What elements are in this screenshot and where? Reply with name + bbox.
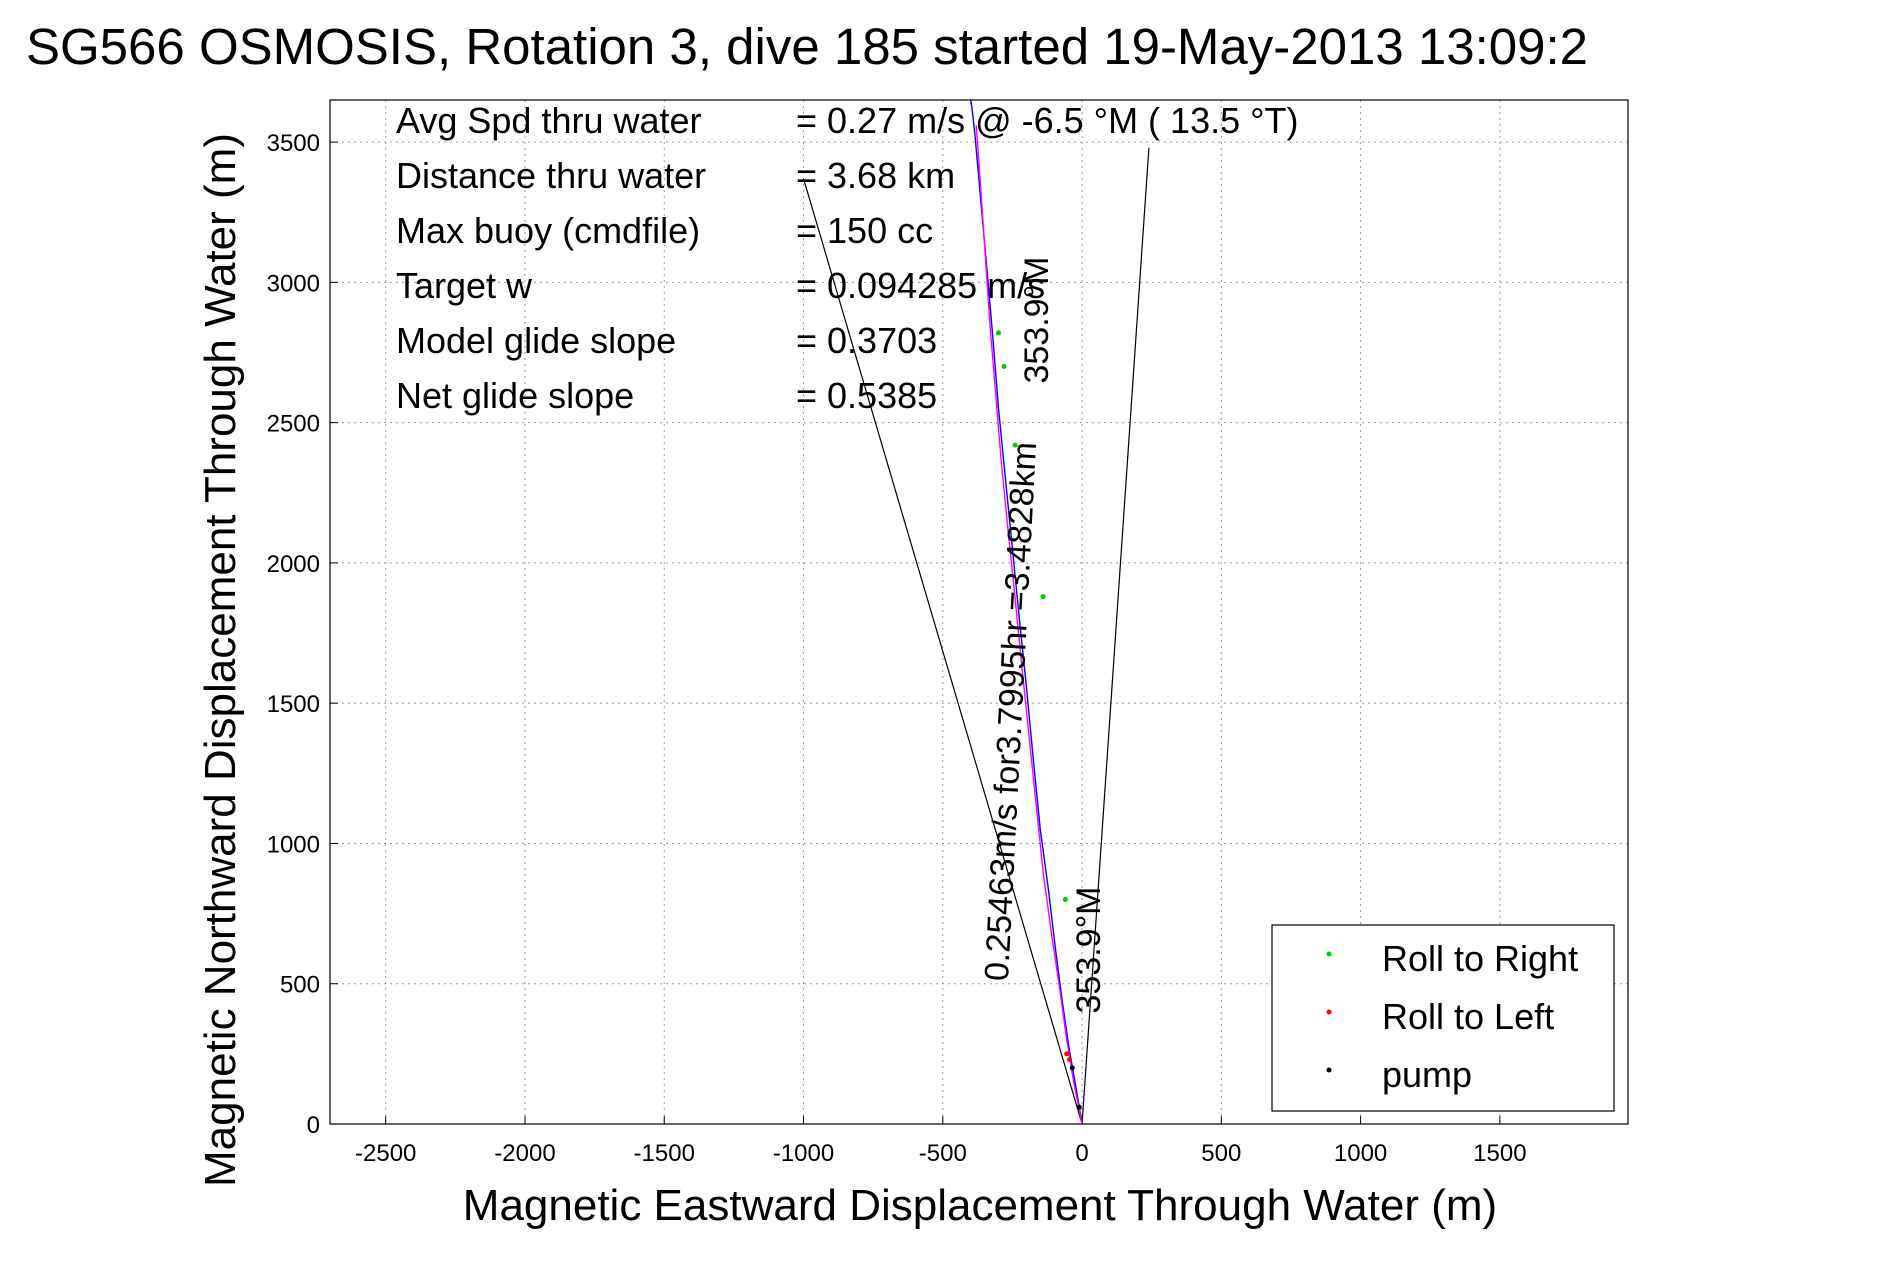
- track-line-0: [969, 99, 1083, 1125]
- data-points: [995, 330, 1082, 1110]
- legend: Roll to Right Roll to Left pump: [1271, 924, 1615, 1112]
- stat-value: = 3.68 km: [796, 155, 955, 196]
- lower-heading-annotation: 353.9°M: [1070, 886, 1108, 1013]
- legend-marker: [1326, 1009, 1332, 1015]
- x-tick-label: 1000: [1334, 1140, 1387, 1167]
- y-tick-label: 3000: [267, 270, 320, 297]
- stat-label: Model glide slope: [396, 320, 676, 361]
- stat-value: = 0.3703: [796, 320, 937, 361]
- x-tick-label: 0: [1075, 1140, 1088, 1167]
- y-tick-label: 2500: [267, 411, 320, 438]
- stats-block: Avg Spd thru water = 0.27 m/s @ -6.5 °M (…: [396, 100, 1299, 416]
- upper-heading-annotation: 353.9°M: [1018, 256, 1056, 383]
- plot-frame: [329, 99, 1629, 1125]
- stat-label: Max buoy (cmdfile): [396, 210, 700, 251]
- x-tick-labels: -2500 -2000 -1500 -1000 -500 0 500 1000 1500: [355, 1140, 1527, 1167]
- legend-label: Roll to Left: [1382, 996, 1554, 1037]
- wedge-line-1: [1081, 147, 1150, 1125]
- y-tick-label: 1000: [267, 831, 320, 858]
- y-tick-label: 3500: [267, 130, 320, 157]
- roll-right-point: [1062, 897, 1068, 903]
- stat-label: Target w: [396, 265, 533, 306]
- stat-label: Distance thru water: [396, 155, 706, 196]
- chart-title: SG566 OSMOSIS, Rotation 3, dive 185 star…: [26, 18, 1588, 75]
- y-tick-label: 500: [280, 972, 320, 999]
- x-tick-label: -500: [919, 1140, 967, 1167]
- x-tick-label: -2000: [494, 1140, 555, 1167]
- legend-label: Roll to Right: [1382, 938, 1578, 979]
- roll-right-point: [1001, 364, 1007, 370]
- x-tick-label: -1000: [773, 1140, 834, 1167]
- stat-value: = 0.5385: [796, 375, 937, 416]
- stat-value: = 150 cc: [796, 210, 933, 251]
- roll-left-point: [1064, 1051, 1070, 1057]
- track-line-1: [975, 125, 1083, 1125]
- roll-left-point: [1067, 1056, 1073, 1062]
- grid: [330, 100, 1628, 1125]
- y-tick-labels: 0 500 1000 1500 2000 2500 3000 3500: [267, 130, 320, 1139]
- x-tick-label: 1500: [1473, 1140, 1526, 1167]
- stat-value: = 0.27 m/s @ -6.5 °M ( 13.5 °T): [796, 100, 1299, 141]
- legend-marker: [1326, 1067, 1332, 1073]
- stat-label: Net glide slope: [396, 375, 634, 416]
- roll-right-point: [995, 330, 1001, 336]
- stat-value: = 0.094285 m/s: [796, 265, 1045, 306]
- pump-point: [1076, 1104, 1082, 1110]
- series-lines: [969, 99, 1083, 1125]
- y-tick-label: 1500: [267, 691, 320, 718]
- roll-right-point: [1012, 442, 1018, 448]
- y-axis-label: Magnetic Northward Displacement Through …: [196, 133, 245, 1187]
- legend-label: pump: [1382, 1054, 1472, 1095]
- x-tick-label: 500: [1201, 1140, 1241, 1167]
- x-tick-label: -2500: [355, 1140, 416, 1167]
- legend-marker: [1326, 951, 1332, 957]
- x-tick-label: -1500: [634, 1140, 695, 1167]
- y-tick-label: 2000: [267, 551, 320, 578]
- roll-right-point: [1040, 594, 1046, 600]
- x-axis-label: Magnetic Eastward Displacement Through W…: [463, 1181, 1497, 1230]
- stat-label: Avg Spd thru water: [396, 100, 702, 141]
- wedge-lines: [802, 147, 1150, 1125]
- wedge-line-0: [802, 178, 1083, 1125]
- pump-point: [1069, 1065, 1075, 1071]
- y-tick-label: 0: [307, 1112, 320, 1139]
